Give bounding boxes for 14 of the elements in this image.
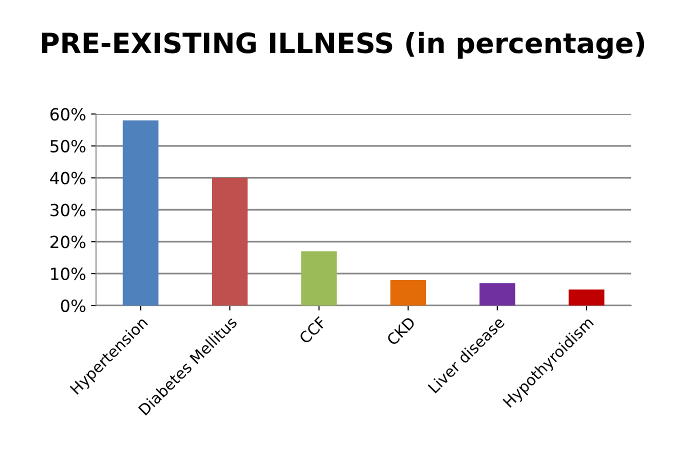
bar [480,283,516,306]
bar [301,251,337,306]
y-tick-label: 0% [60,299,86,312]
bar [212,178,248,306]
y-tick-label: 50% [50,140,86,152]
chart-title: PRE-EXISTING ILLNESS (in percentage) [42,32,644,60]
bar [122,120,158,306]
y-tick-label: 30% [50,204,86,216]
y-tick-label: 40% [50,172,86,184]
bar [390,280,426,306]
y-tick-label: 60% [50,108,86,121]
y-tick-label: 20% [50,236,86,248]
y-tick-label: 10% [51,268,86,280]
bar [568,290,604,306]
